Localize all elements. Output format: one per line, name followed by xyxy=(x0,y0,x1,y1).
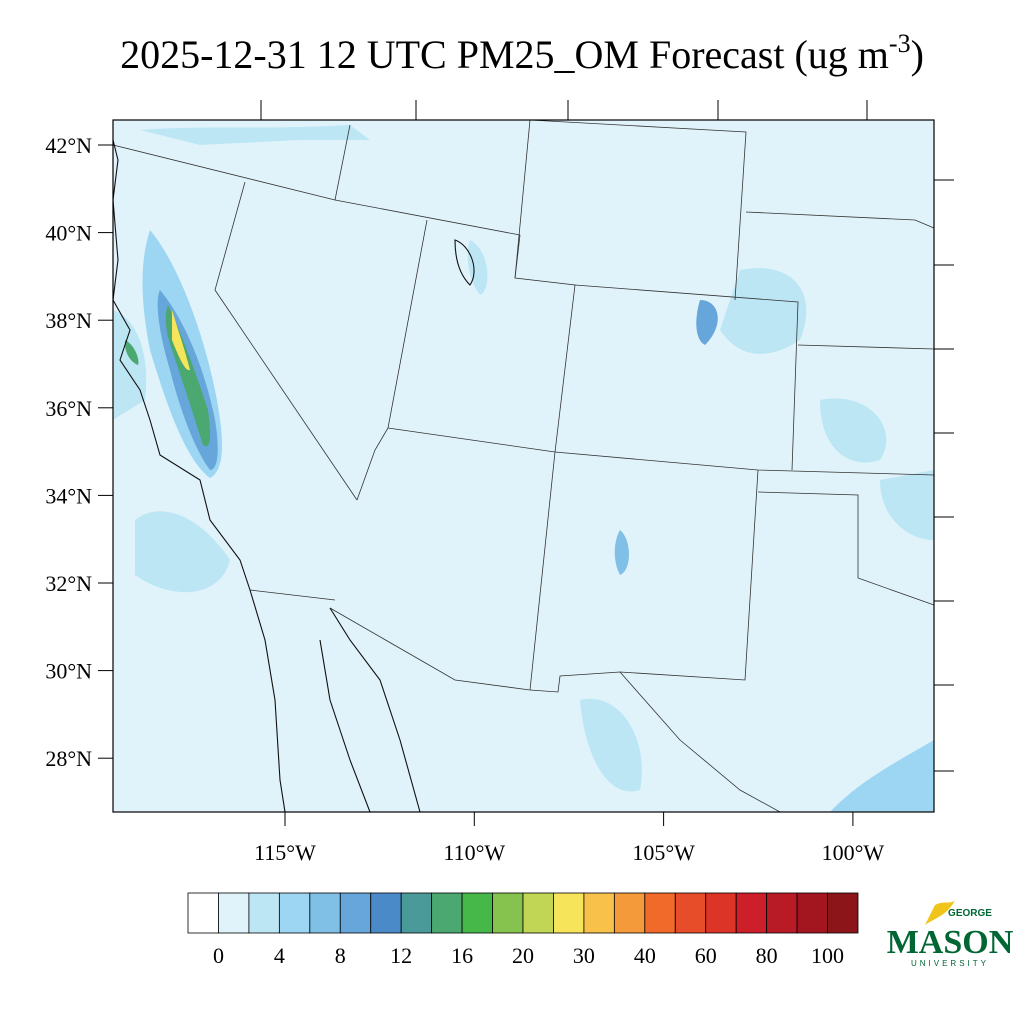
title-text: 2025-12-31 12 UTC PM25_OM Forecast (ug m xyxy=(120,32,889,77)
colorbar-label: 80 xyxy=(756,943,778,968)
map xyxy=(112,119,935,813)
colorbar-box xyxy=(492,892,524,934)
colorbar-label: 100 xyxy=(811,943,844,968)
colorbar-box xyxy=(735,892,768,934)
logo-main: MASON xyxy=(887,924,1014,961)
colorbar-box xyxy=(827,892,859,934)
concentration-shading xyxy=(113,125,934,812)
title-superscript: -3 xyxy=(889,29,911,58)
colorbar-box xyxy=(796,892,828,934)
lat-label: 36°N xyxy=(45,396,92,421)
lat-label: 28°N xyxy=(45,746,92,771)
logo-top: GEORGE xyxy=(948,908,992,919)
colorbar-box xyxy=(522,892,554,934)
boundaries xyxy=(112,119,935,813)
lon-label: 105°W xyxy=(632,840,695,865)
lon-label: 110°W xyxy=(443,840,505,865)
colorbar-box xyxy=(248,892,280,934)
title-end: ) xyxy=(911,32,924,77)
lat-label: 40°N xyxy=(45,221,92,246)
title: 2025-12-31 12 UTC PM25_OM Forecast (ug m… xyxy=(120,29,924,77)
colorbar-box xyxy=(553,892,585,934)
colorbar-box xyxy=(583,892,615,934)
lon-label: 115°W xyxy=(254,840,316,865)
colorbar-box xyxy=(400,892,433,934)
colorbar-label: 0 xyxy=(213,943,224,968)
colorbar-label: 4 xyxy=(274,943,285,968)
colorbar-box xyxy=(674,892,707,934)
lat-label: 32°N xyxy=(45,571,92,596)
colorbar-box xyxy=(644,892,676,934)
lat-label: 38°N xyxy=(45,308,92,333)
colorbar-label: 40 xyxy=(634,943,656,968)
axes: 42°N 40°N 38°N 36°N 34°N 32°N 30°N 28°N 115°W 110… xyxy=(45,100,954,865)
colorbar-box xyxy=(766,892,798,934)
lat-label: 42°N xyxy=(45,133,92,158)
colorbar-box xyxy=(705,892,737,934)
lon-label: 100°W xyxy=(822,840,885,865)
map-background xyxy=(113,120,934,812)
colorbar-box xyxy=(370,892,402,934)
colorbar-label: 12 xyxy=(390,943,412,968)
lat-label: 30°N xyxy=(45,659,92,684)
colorbar-label: 20 xyxy=(512,943,534,968)
logo-bottom: UNIVERSITY xyxy=(911,959,989,968)
colorbar-box xyxy=(339,892,372,934)
colorbar-box xyxy=(218,892,250,934)
colorbar-label: 30 xyxy=(573,943,595,968)
map-frame xyxy=(112,119,935,813)
colorbar: 0 4 8 12 16 20 30 40 60 80 100 xyxy=(187,892,859,968)
colorbar-box xyxy=(613,892,646,934)
colorbar-label: 8 xyxy=(335,943,346,968)
colorbar-box xyxy=(309,892,341,934)
colorbar-box xyxy=(187,892,219,934)
colorbar-label: 60 xyxy=(695,943,717,968)
colorbar-box xyxy=(461,892,493,934)
colorbar-label: 16 xyxy=(451,943,473,968)
colorbar-box xyxy=(431,892,463,934)
logo: GEORGE MASON UNIVERSITY xyxy=(887,900,1014,968)
colorbar-box xyxy=(278,892,311,934)
lat-label: 34°N xyxy=(45,483,92,508)
